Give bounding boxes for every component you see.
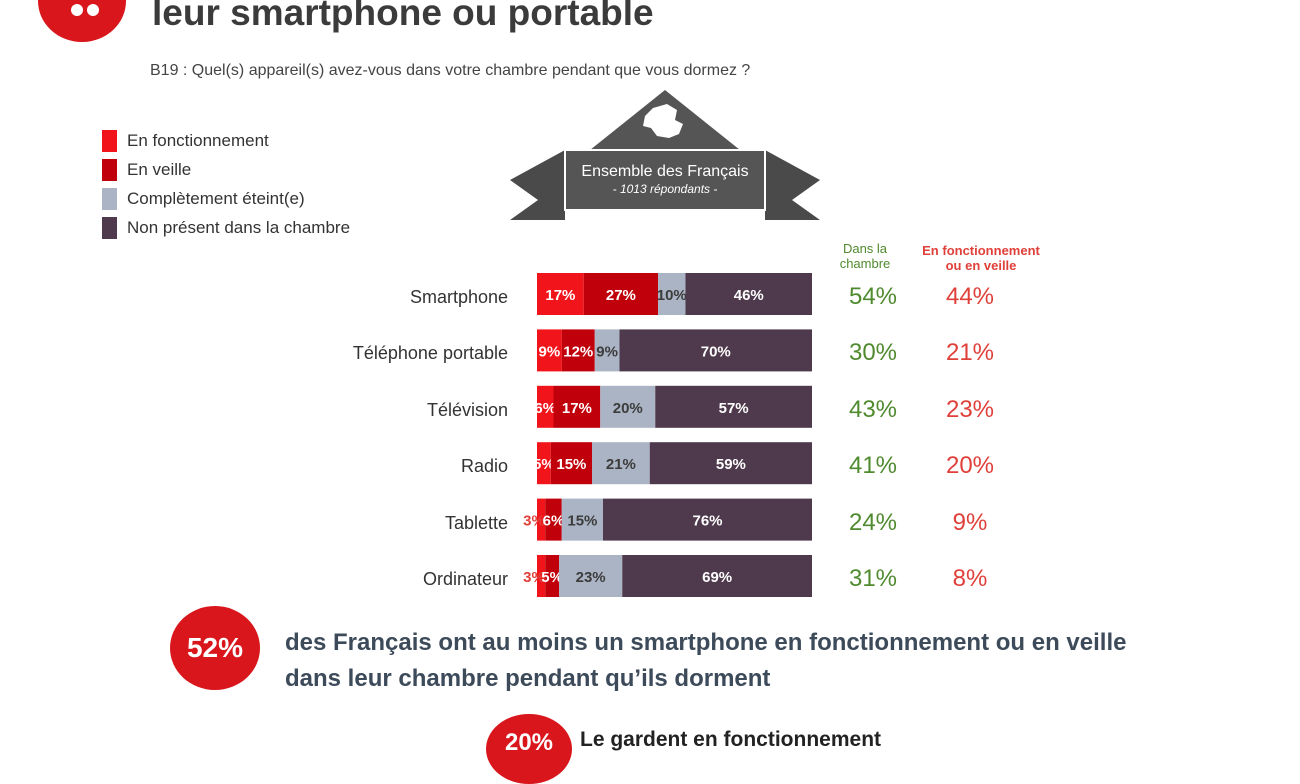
in-room-value-0: 54%: [848, 283, 898, 310]
bar-label-0-2: 10%: [657, 287, 687, 304]
bar-label-2-2: 20%: [613, 400, 643, 417]
on-standby-value-1: 21%: [945, 339, 995, 367]
survey-question: B19 : Quel(s) appareil(s) avez-vous dans…: [150, 62, 751, 79]
row-label-3: Radio: [460, 456, 508, 477]
bar-segment-1-1: [561, 329, 595, 372]
bar-segment-4-0: [537, 498, 546, 541]
bar-label-1-0: 9%: [539, 343, 561, 360]
in-room-value-4: 24%: [848, 508, 898, 536]
france-map-icon: [643, 104, 683, 138]
banner-title: Ensemble des Français: [581, 163, 748, 180]
legend-item-off: Complètement éteint(e): [102, 184, 350, 213]
bar-segment-1-3: [619, 329, 812, 372]
legend-swatch-standby: [102, 158, 117, 181]
bar-label-3-3: 59%: [716, 456, 746, 473]
bar-label-4-1: 6%: [543, 513, 565, 530]
bar-label-4-0: 3%: [523, 513, 545, 530]
row-label-0: Smartphone: [409, 287, 508, 307]
banner-subtitle: - 1013 répondants -: [613, 182, 718, 196]
column-header-on-standby-text: En fonctionnement ou en veille: [922, 243, 1040, 273]
row-label-1: Téléphone portable: [352, 343, 508, 364]
legend-label-off: Complètement éteint(e): [127, 188, 305, 208]
row-label-5: Ordinateur: [422, 569, 508, 589]
bar-label-2-1: 17%: [562, 400, 592, 417]
legend-swatch-absent: [102, 216, 117, 239]
row-label-2: Télévision: [426, 399, 508, 420]
on-standby-value-5: 8%: [952, 565, 988, 592]
bar-segment-1-2: [594, 329, 620, 372]
bar-segment-2-3: [655, 385, 812, 428]
bar-segment-4-2: [561, 498, 603, 541]
respondents-banner: Ensemble des Français - 1013 répondants …: [510, 90, 820, 220]
bar-label-4-2: 15%: [567, 513, 597, 530]
bar-segment-2-2: [600, 385, 656, 428]
in-room-value-5: 31%: [848, 565, 898, 592]
bar-segment-0-1: [583, 273, 658, 315]
bar-segment-3-0: [537, 442, 551, 485]
bar-label-4-3: 76%: [692, 513, 722, 530]
legend-item-on: En fonctionnement: [102, 126, 350, 155]
on-standby-value-2: 23%: [945, 395, 995, 423]
banner-ribbon-right: [765, 150, 820, 220]
callout-text: des Français ont au moins un smartphone …: [285, 625, 1126, 697]
chart-legend: En fonctionnement En veille Complètement…: [102, 126, 350, 242]
in-room-value-2: 43%: [848, 395, 898, 423]
on-standby-value-3: 20%: [945, 452, 995, 480]
legend-label-absent: Non présent dans la chambre: [127, 217, 351, 237]
column-header-in-room-text: Dans la chambre: [839, 241, 891, 271]
bar-label-2-3: 57%: [719, 400, 749, 417]
bar-segment-0-0: [537, 273, 584, 315]
callout-line-2: dans leur chambre pendant qu’ils dorment: [285, 665, 771, 692]
bar-segment-2-0: [537, 385, 554, 428]
column-header-on-standby: En fonctionnement ou en veille: [900, 243, 1062, 273]
bar-label-1-2: 9%: [596, 343, 618, 360]
bar-segment-3-2: [592, 442, 650, 485]
bar-segment-5-0: [537, 555, 546, 597]
bar-segment-5-2: [559, 555, 623, 597]
bar-label-0-1: 27%: [606, 287, 636, 304]
bar-segment-2-1: [553, 385, 601, 428]
row-label-4: Tablette: [444, 512, 508, 533]
bar-segment-0-3: [685, 273, 812, 315]
legend-item-standby: En veille: [102, 155, 350, 184]
sub-callout-text: Le gardent en fonctionnement: [580, 728, 882, 751]
bar-label-1-1: 12%: [563, 343, 593, 360]
bar-label-2-0: 6%: [534, 400, 556, 417]
in-room-value-3: 41%: [848, 452, 898, 480]
bar-segment-3-3: [649, 442, 812, 485]
on-standby-value-4: 9%: [952, 508, 988, 536]
bar-label-5-1: 5%: [541, 569, 563, 586]
bar-segment-1-0: [537, 329, 562, 372]
bar-label-5-2: 23%: [576, 569, 606, 586]
bar-segment-5-3: [622, 555, 812, 597]
legend-swatch-off: [102, 187, 117, 210]
sub-callout-badge: 20%: [486, 714, 572, 784]
page-title: leur smartphone ou portable: [152, 0, 654, 33]
bar-segment-0-2: [658, 273, 686, 315]
stacked-bar-chart: 17% 27% 10% 46%9% 12% 9% 70%6% 17% 20% 57%5% 15% 21…: [523, 273, 812, 597]
legend-label-on: En fonctionnement: [127, 130, 269, 150]
banner-box: [564, 149, 766, 211]
bar-label-3-0: 5%: [533, 456, 555, 473]
legend-item-absent: Non présent dans la chambre: [102, 213, 350, 242]
legend-swatch-on: [102, 129, 117, 152]
bar-label-0-0: 17%: [545, 287, 575, 304]
bar-label-3-1: 15%: [556, 456, 586, 473]
legend-label-standby: En veille: [127, 159, 192, 179]
bar-segment-4-1: [545, 498, 562, 541]
in-room-value-1: 30%: [848, 339, 898, 367]
bar-segment-3-1: [550, 442, 592, 485]
callout-line-1: des Français ont au moins un smartphone …: [285, 629, 1127, 656]
bar-segment-5-1: [545, 555, 559, 597]
bar-segment-4-3: [603, 498, 812, 541]
bar-label-0-3: 46%: [734, 287, 764, 304]
on-standby-value-0: 44%: [945, 283, 995, 310]
column-header-in-room: Dans la chambre: [826, 241, 904, 271]
banner-ribbon-left: [510, 150, 565, 220]
callout-badge: 52%: [170, 606, 260, 690]
bar-label-5-3: 69%: [702, 569, 732, 586]
bar-label-5-0: 3%: [523, 569, 545, 586]
bar-label-1-3: 70%: [701, 343, 731, 360]
bar-label-3-2: 21%: [606, 456, 636, 473]
